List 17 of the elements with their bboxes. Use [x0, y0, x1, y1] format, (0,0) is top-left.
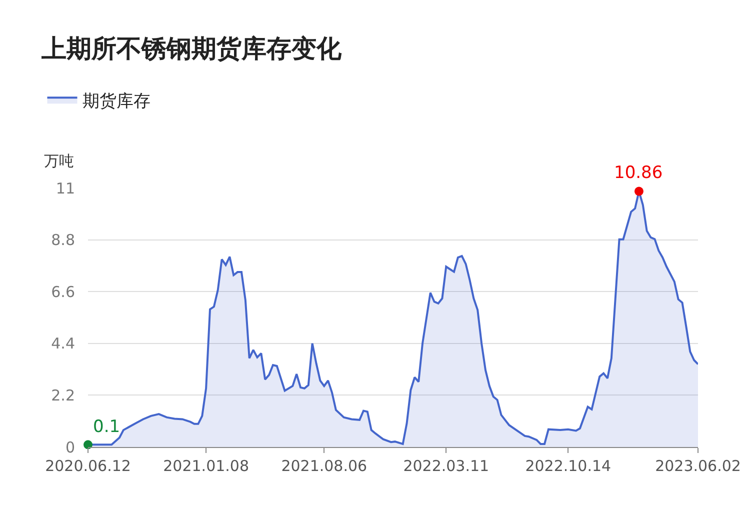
y-tick-label: 8.8 [51, 231, 75, 250]
chart-title: 上期所不锈钢期货库存变化 [40, 34, 342, 64]
x-tick-label: 2020.06.12 [45, 457, 131, 475]
annotation: 10.86 [614, 163, 663, 183]
y-tick-label: 2.2 [51, 386, 75, 404]
y-tick-label: 6.6 [51, 282, 75, 301]
x-tick-label: 2021.01.08 [163, 457, 250, 475]
y-axis-title: 万吨 [44, 152, 74, 170]
annotation: 0.1 [93, 417, 120, 437]
x-tick-label: 2023.06.02 [655, 457, 741, 475]
x-tick-label: 2022.10.14 [525, 457, 612, 475]
y-tick-label: 0 [65, 438, 75, 456]
legend-label: 期货库存 [82, 91, 150, 112]
x-tick-label: 2021.08.06 [281, 457, 368, 475]
y-tick-label: 11 [56, 179, 75, 198]
x-tick-label: 2022.03.11 [403, 457, 490, 475]
y-tick-label: 4.4 [51, 334, 75, 353]
